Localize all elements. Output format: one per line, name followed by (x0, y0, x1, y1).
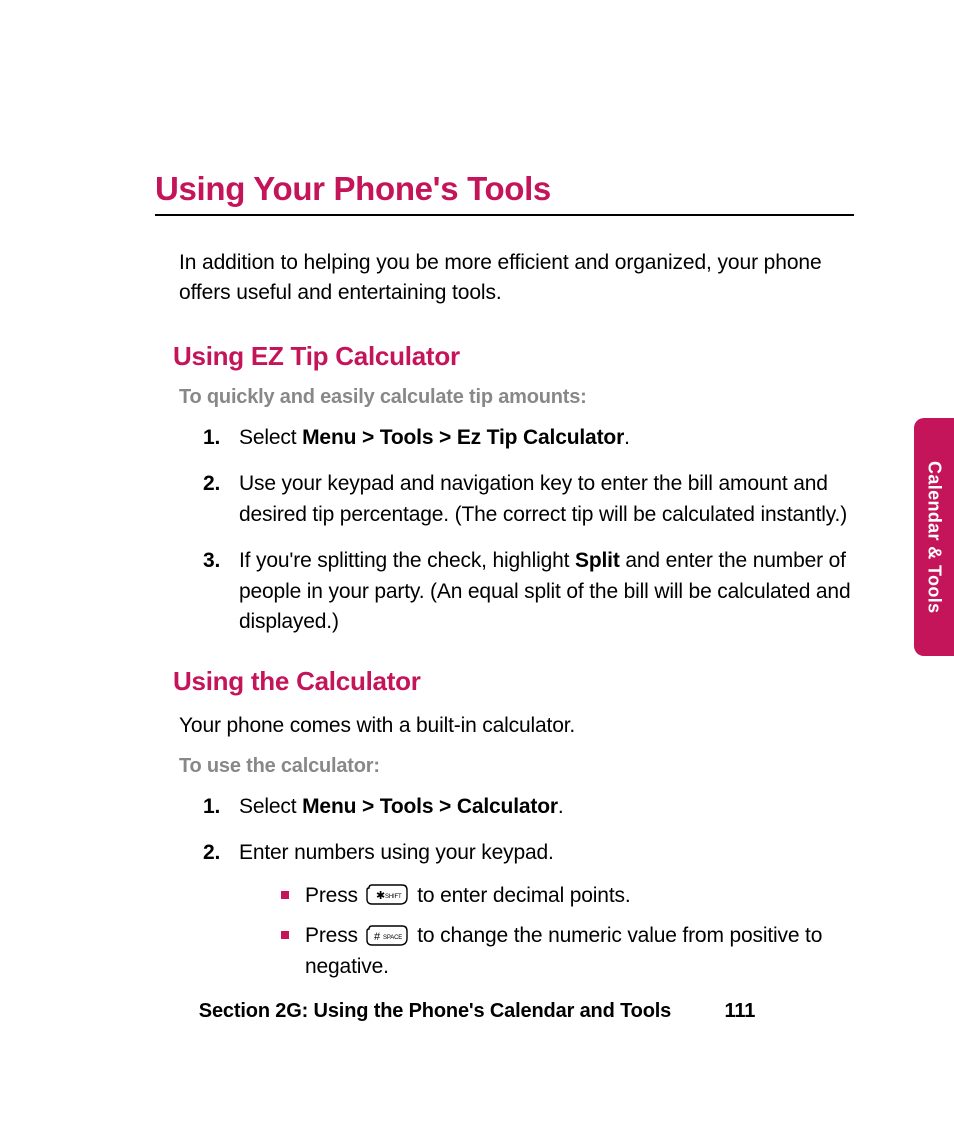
step-number: 2. (203, 469, 220, 499)
side-tab: Calendar & Tools (914, 418, 954, 656)
section-heading-eztip: Using EZ Tip Calculator (173, 341, 854, 372)
steps-eztip: 1. Select Menu > Tools > Ez Tip Calculat… (203, 423, 854, 638)
svg-text:#: # (374, 931, 381, 943)
lead-eztip: To quickly and easily calculate tip amou… (179, 386, 854, 409)
step-text: Enter numbers using your keypad. (239, 841, 554, 864)
star-shift-key-icon: ✱ SHIFT (366, 884, 408, 906)
sub-pre: Press (305, 924, 364, 947)
step-bold: Menu > Tools > Calculator (302, 795, 558, 818)
sub-item: Press ✱ SHIFT to enter decimal points. (281, 881, 854, 911)
section-heading-calculator: Using the Calculator (173, 666, 854, 697)
page-title: Using Your Phone's Tools (155, 170, 854, 216)
step-suffix: . (624, 426, 630, 449)
step-number: 2. (203, 838, 220, 868)
sub-pre: Press (305, 884, 364, 907)
step-number: 1. (203, 792, 220, 822)
step-text: Select (239, 795, 302, 818)
sub-item: Press # SPACE to change the numeric valu… (281, 921, 854, 982)
step-number: 3. (203, 546, 220, 576)
step-item: 2. Use your keypad and navigation key to… (203, 469, 854, 530)
step-suffix: . (558, 795, 564, 818)
hash-space-key-icon: # SPACE (366, 925, 408, 947)
step-item: 2. Enter numbers using your keypad. Pres… (203, 838, 854, 982)
substeps: Press ✱ SHIFT to enter decimal points. P… (281, 881, 854, 982)
sub-post: to enter decimal points. (412, 884, 631, 907)
svg-text:✱: ✱ (376, 890, 385, 902)
step-item: 1. Select Menu > Tools > Calculator. (203, 792, 854, 822)
calculator-body: Your phone comes with a built-in calcula… (179, 711, 854, 741)
step-number: 1. (203, 423, 220, 453)
step-bold: Menu > Tools > Ez Tip Calculator (302, 426, 624, 449)
step-item: 3. If you're splitting the check, highli… (203, 546, 854, 637)
page-number: 111 (725, 1000, 756, 1023)
side-tab-label: Calendar & Tools (924, 461, 945, 613)
intro-paragraph: In addition to helping you be more effic… (179, 248, 854, 309)
svg-text:SHIFT: SHIFT (385, 894, 402, 900)
footer-section-label: Section 2G: Using the Phone's Calendar a… (199, 1000, 671, 1022)
step-text: Use your keypad and navigation key to en… (239, 472, 847, 525)
step-bold: Split (575, 549, 620, 572)
svg-text:SPACE: SPACE (383, 935, 402, 941)
page-footer: Section 2G: Using the Phone's Calendar a… (0, 1000, 954, 1023)
steps-calculator: 1. Select Menu > Tools > Calculator. 2. … (203, 792, 854, 982)
step-text: Select (239, 426, 302, 449)
manual-page: Using Your Phone's Tools In addition to … (0, 0, 954, 982)
step-item: 1. Select Menu > Tools > Ez Tip Calculat… (203, 423, 854, 453)
lead-calculator: To use the calculator: (179, 755, 854, 778)
step-text: If you're splitting the check, highlight (239, 549, 575, 572)
